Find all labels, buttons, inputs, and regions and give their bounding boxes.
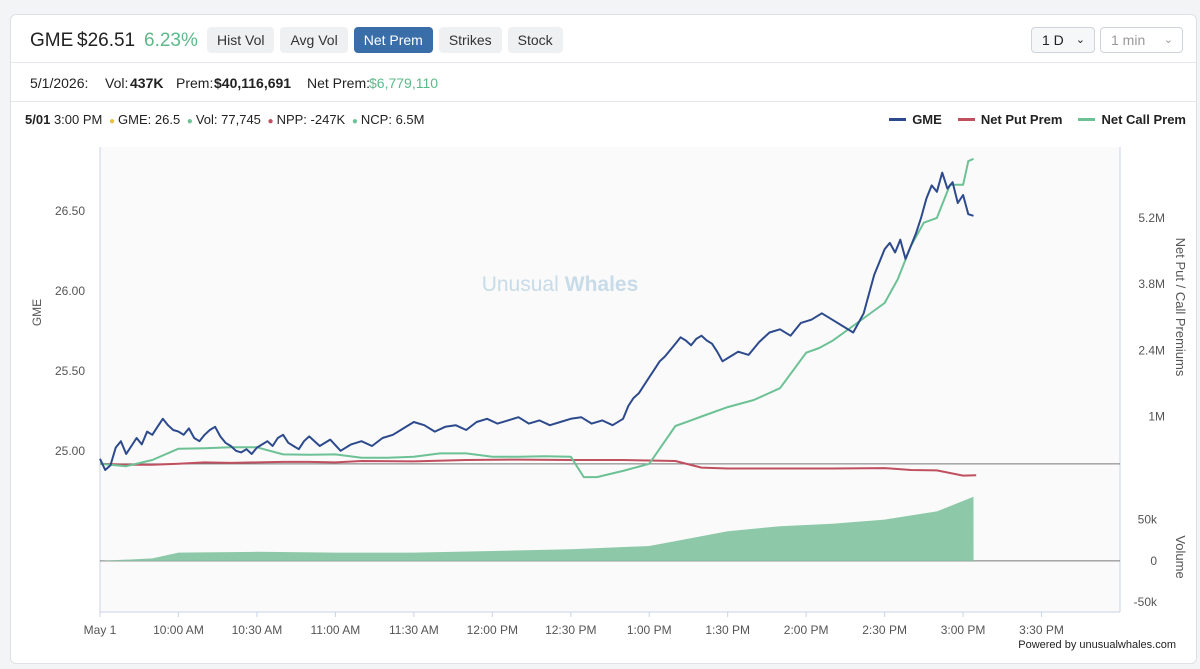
legend-item-net-put[interactable]: Net Put Prem <box>957 112 1063 127</box>
volume-tick-label: 0 <box>1150 554 1157 568</box>
dot-icon: ● <box>186 116 193 127</box>
summary-vol-value: 437K <box>130 75 164 91</box>
right-tick-label: 2.4M <box>1138 343 1165 357</box>
legend-swatch <box>889 118 907 121</box>
dot-icon: ● <box>108 116 116 127</box>
legend-label: Net Put Prem <box>980 112 1063 127</box>
hover-vol: Vol: 77,745 <box>195 112 261 127</box>
dot-icon: ● <box>267 116 274 127</box>
right-tick-label: 3.8M <box>1138 277 1165 291</box>
series-volume-area <box>100 496 974 561</box>
dot-icon: ● <box>351 116 358 127</box>
chart-card: GME $26.51 6.23% Hist Vol Avg Vol Net Pr… <box>10 14 1197 664</box>
tab-stock[interactable]: Stock <box>507 27 563 53</box>
tab-net-prem[interactable]: Net Prem <box>353 27 433 53</box>
hover-readout: 5/01 3:00 PM ● GME: 26.5 ● Vol: 77,745 ● NP… <box>25 112 424 127</box>
summary-vol-label: Vol: <box>105 75 129 91</box>
series-net-call-line <box>99 157 974 479</box>
watermark: Unusual Whales <box>482 273 639 296</box>
summary-bar: 5/1/2026: Vol: 437K Prem: $40,116,691 Ne… <box>11 64 1196 102</box>
legend-label: GME <box>912 112 942 127</box>
right-tick-label: 5.2M <box>1138 211 1165 225</box>
ticker-price: $26.51 <box>77 30 136 51</box>
x-tick-label: May 1 <box>84 623 117 637</box>
left-tick-label: 25.00 <box>55 444 85 458</box>
chevron-down-icon: ⌄ <box>1075 34 1085 46</box>
left-tick-label: 25.50 <box>55 364 85 378</box>
legend-swatch <box>1078 118 1096 121</box>
summary-date: 5/1/2026: <box>30 75 89 91</box>
x-tick-label: 12:30 PM <box>545 623 596 637</box>
range-select-value: 1 D <box>1042 32 1064 48</box>
ticker-symbol: GME <box>30 30 74 51</box>
hover-ncp: NCP: 6.5M <box>360 112 425 127</box>
series-net-put-line <box>99 458 977 477</box>
legend-swatch <box>957 118 975 121</box>
tab-hist-vol[interactable]: Hist Vol <box>207 27 275 53</box>
tab-strikes[interactable]: Strikes <box>438 27 502 53</box>
summary-prem-label: Prem: <box>176 75 214 91</box>
volume-tick-label: -50k <box>1134 595 1158 609</box>
range-select[interactable]: 1 D ⌄ <box>1031 27 1095 53</box>
interval-select[interactable]: 1 min ⌄ <box>1100 27 1183 53</box>
interval-select-value: 1 min <box>1111 32 1146 48</box>
x-tick-label: 10:30 AM <box>232 623 283 637</box>
volume-axis-title: Volume <box>1173 535 1188 578</box>
x-tick-label: 1:30 PM <box>705 623 750 637</box>
series-gme-line <box>99 171 974 471</box>
legend-label: Net Call Prem <box>1101 112 1186 127</box>
x-tick-label: 11:30 AM <box>389 623 439 637</box>
right-axis-title: Net Put / Call Premiums <box>1173 238 1188 377</box>
x-tick-label: 11:00 AM <box>310 623 360 637</box>
x-tick-label: 2:30 PM <box>862 623 907 637</box>
x-tick-label: 1:00 PM <box>627 623 672 637</box>
chevron-down-icon: ⌄ <box>1163 34 1173 46</box>
x-tick-label: 10:00 AM <box>153 623 204 637</box>
left-axis-title: GME <box>30 299 44 326</box>
volume-tick-label: 50k <box>1138 513 1158 527</box>
x-tick-label: 3:00 PM <box>941 623 986 637</box>
watermark-word: Whales <box>565 273 639 296</box>
toolbar: GME $26.51 6.23% Hist Vol Avg Vol Net Pr… <box>11 15 1196 63</box>
summary-net-prem-value: $6,779,110 <box>369 75 439 91</box>
legend-item-gme[interactable]: GME <box>889 112 942 127</box>
x-tick-label: 3:30 PM <box>1019 623 1064 637</box>
left-tick-label: 26.50 <box>55 204 85 218</box>
hover-time: 3:00 PM <box>53 112 103 127</box>
hover-npp: NPP: -247K <box>276 112 346 127</box>
ticker-change: 6.23% <box>144 30 198 51</box>
view-tabs: Hist Vol Avg Vol Net Prem Strikes Stock <box>207 27 563 53</box>
summary-net-prem-label: Net Prem: <box>307 75 371 91</box>
hover-date: 5/01 <box>25 112 51 127</box>
watermark-word: Unusual <box>482 273 559 296</box>
tab-avg-vol[interactable]: Avg Vol <box>280 27 348 53</box>
right-tick-label: 1M <box>1148 410 1165 424</box>
footer-credit: Powered by unusualwhales.com <box>1018 639 1176 651</box>
x-tick-label: 12:00 PM <box>467 623 518 637</box>
legend-item-net-call[interactable]: Net Call Prem <box>1078 112 1186 127</box>
summary-prem-value: $40,116,691 <box>214 75 292 91</box>
hover-gme: GME: 26.5 <box>118 112 181 127</box>
x-tick-label: 2:00 PM <box>784 623 829 637</box>
left-tick-label: 26.00 <box>55 284 85 298</box>
chart-legend: GME Net Put Prem Net Call Prem <box>889 112 1186 127</box>
chart-svg: Unusual Whales 26.50 26.00 25.50 25.00 5.2M 3.8… <box>30 147 1188 637</box>
